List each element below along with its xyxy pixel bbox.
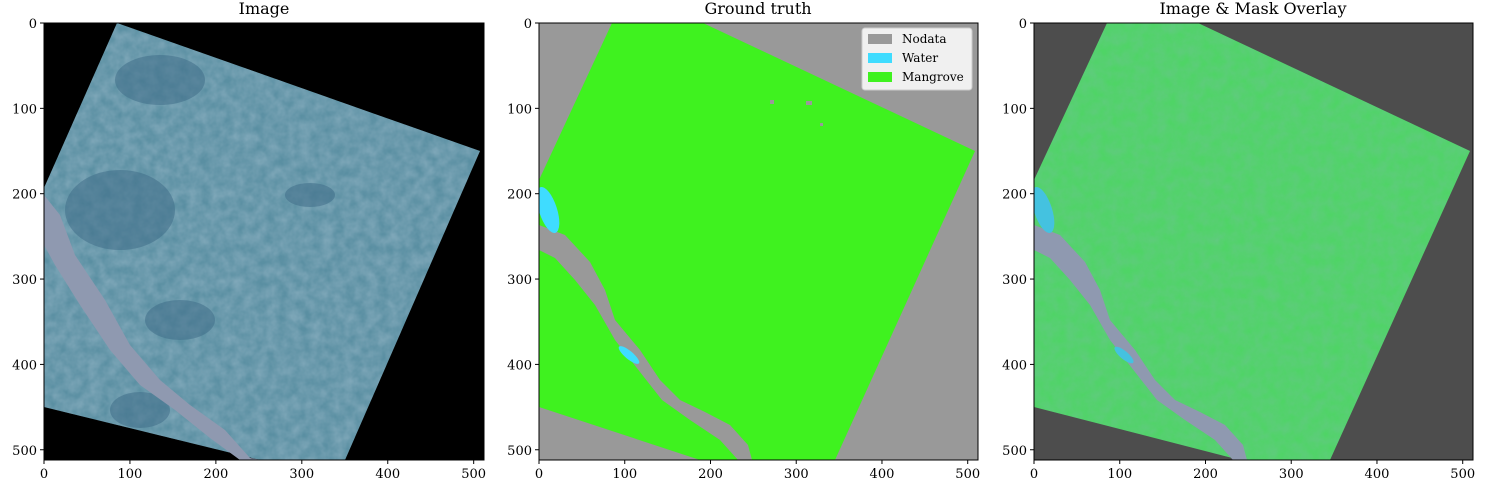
image-y-tick-label: 0 bbox=[29, 17, 37, 32]
panel-title-ground-truth: Ground truth bbox=[704, 0, 811, 18]
overlay-canopy-texture bbox=[1034, 23, 1470, 460]
overlay-x-tick-label: 300 bbox=[1279, 467, 1304, 482]
overlay-water-pool-upper bbox=[1034, 187, 1055, 233]
ground-truth-x-tick-label: 400 bbox=[870, 467, 895, 482]
image-y-tick-label: 100 bbox=[12, 102, 37, 117]
image-x-tick-label: 0 bbox=[40, 467, 48, 482]
overlay-water-pool-lower bbox=[1114, 346, 1134, 364]
overlay-y-tick-label: 100 bbox=[1002, 102, 1027, 117]
ground-truth-y-tick-label: 100 bbox=[507, 102, 532, 117]
overlay-y-tick-label: 400 bbox=[1002, 358, 1027, 373]
image-x-tick-label: 300 bbox=[289, 467, 314, 482]
nodata-river-gap bbox=[539, 225, 752, 460]
dark-canopy-patches bbox=[65, 55, 335, 428]
image-x-tick-label: 100 bbox=[118, 467, 143, 482]
image-y-tick-label: 500 bbox=[12, 444, 37, 459]
aerial-canopy-texture bbox=[44, 23, 480, 460]
legend-label-mangrove: Mangrove bbox=[902, 70, 964, 84]
nodata-specks bbox=[770, 100, 823, 126]
panel-title-overlay: Image & Mask Overlay bbox=[1159, 0, 1346, 18]
water-pool-upper bbox=[539, 187, 560, 233]
legend-label-water: Water bbox=[902, 51, 938, 65]
ground-truth-frame bbox=[538, 22, 979, 461]
overlay-x-tick-label: 500 bbox=[1450, 467, 1475, 482]
overlay-x-tick-label: 0 bbox=[1030, 467, 1038, 482]
legend-label-nodata: Nodata bbox=[902, 32, 947, 46]
ground-truth-x-tick-label: 500 bbox=[955, 467, 980, 482]
mangrove-region bbox=[539, 23, 975, 460]
overlay-y-tick-label: 500 bbox=[1002, 444, 1027, 459]
ground-truth-y-tick-label: 400 bbox=[507, 358, 532, 373]
ground-truth-y-tick-label: 500 bbox=[507, 444, 532, 459]
image-y-tick-label: 200 bbox=[12, 188, 37, 203]
water-pool-lower bbox=[618, 346, 640, 364]
legend: Nodata Water Mangrove bbox=[861, 27, 973, 91]
ground-truth-panel bbox=[539, 23, 978, 460]
ground-truth-y-tick-label: 0 bbox=[524, 17, 532, 32]
overlay-frame bbox=[1033, 22, 1474, 461]
overlay-y-tick-label: 300 bbox=[1002, 273, 1027, 288]
mangrove-lower-region bbox=[539, 260, 745, 460]
image-frame bbox=[43, 22, 485, 461]
legend-swatch-water bbox=[868, 53, 892, 63]
image-y-tick-label: 300 bbox=[12, 273, 37, 288]
ground-truth-x-tick-label: 0 bbox=[535, 467, 543, 482]
overlay-river-channel bbox=[1034, 225, 1247, 460]
overlay-panel bbox=[1034, 23, 1473, 460]
image-x-tick-label: 400 bbox=[375, 467, 400, 482]
ground-truth-x-tick-label: 200 bbox=[698, 467, 723, 482]
image-panel bbox=[44, 23, 484, 460]
image-x-tick-label: 500 bbox=[461, 467, 486, 482]
overlay-y-tick-label: 200 bbox=[1002, 188, 1027, 203]
overlay-x-tick-label: 200 bbox=[1193, 467, 1218, 482]
ground-truth-x-tick-label: 300 bbox=[784, 467, 809, 482]
overlay-y-tick-label: 0 bbox=[1019, 17, 1027, 32]
legend-swatch-mangrove bbox=[868, 72, 892, 82]
overlay-x-tick-label: 100 bbox=[1107, 467, 1132, 482]
ground-truth-x-tick-label: 100 bbox=[612, 467, 637, 482]
overlay-x-tick-label: 400 bbox=[1365, 467, 1390, 482]
image-x-tick-label: 200 bbox=[203, 467, 228, 482]
ground-truth-y-tick-label: 200 bbox=[507, 188, 532, 203]
legend-swatch-nodata bbox=[868, 34, 892, 44]
ground-truth-y-tick-label: 300 bbox=[507, 273, 532, 288]
panel-title-image: Image bbox=[239, 0, 290, 18]
image-y-tick-label: 400 bbox=[12, 358, 37, 373]
